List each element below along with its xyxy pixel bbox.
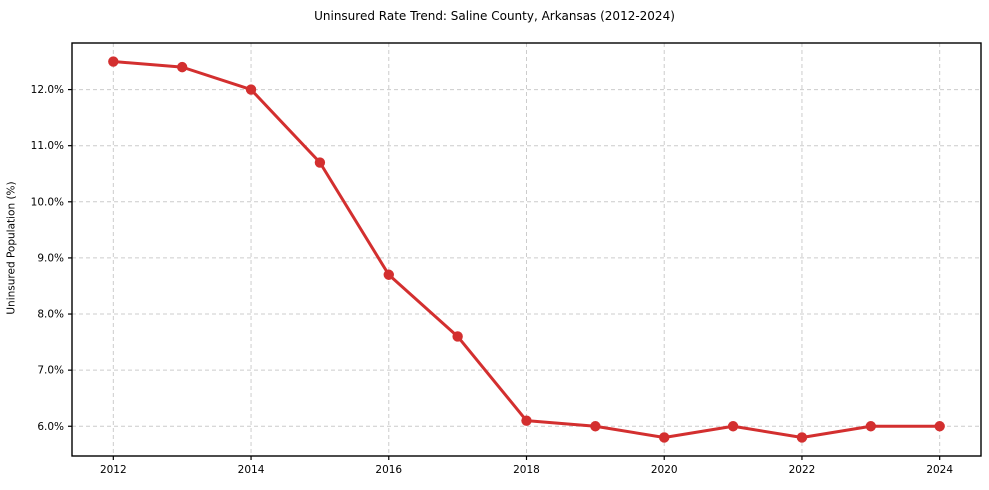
x-tick-label: 2024 (926, 464, 953, 476)
data-point (108, 56, 119, 67)
plot-border (71, 42, 982, 457)
data-point (521, 415, 532, 426)
data-point (727, 421, 739, 432)
y-tick-label: 8.0% (37, 309, 64, 321)
y-tick-label: 7.0% (37, 365, 64, 377)
data-point (934, 421, 945, 432)
x-tick-label: 2022 (789, 464, 816, 476)
x-tick-label: 2012 (100, 464, 127, 476)
y-tick-label: 9.0% (37, 252, 64, 264)
x-tick-label: 2020 (651, 464, 678, 476)
x-tick-label: 2018 (513, 464, 540, 476)
data-point (314, 157, 326, 168)
data-point (796, 432, 808, 443)
x-tick-label: 2016 (375, 464, 402, 476)
y-tick-label: 10.0% (31, 196, 64, 208)
data-point (865, 421, 877, 432)
data-point (590, 421, 601, 432)
y-tick-label: 6.0% (37, 421, 64, 433)
y-tick-label: 11.0% (31, 140, 64, 152)
data-point (659, 432, 670, 443)
chart-title: Uninsured Rate Trend: Saline County, Ark… (314, 9, 675, 23)
data-point (383, 269, 394, 280)
data-point (176, 61, 188, 73)
x-tick-label: 2014 (238, 464, 265, 476)
y-tick-label: 12.0% (31, 84, 64, 96)
data-point (245, 84, 257, 95)
data-point (452, 331, 463, 342)
